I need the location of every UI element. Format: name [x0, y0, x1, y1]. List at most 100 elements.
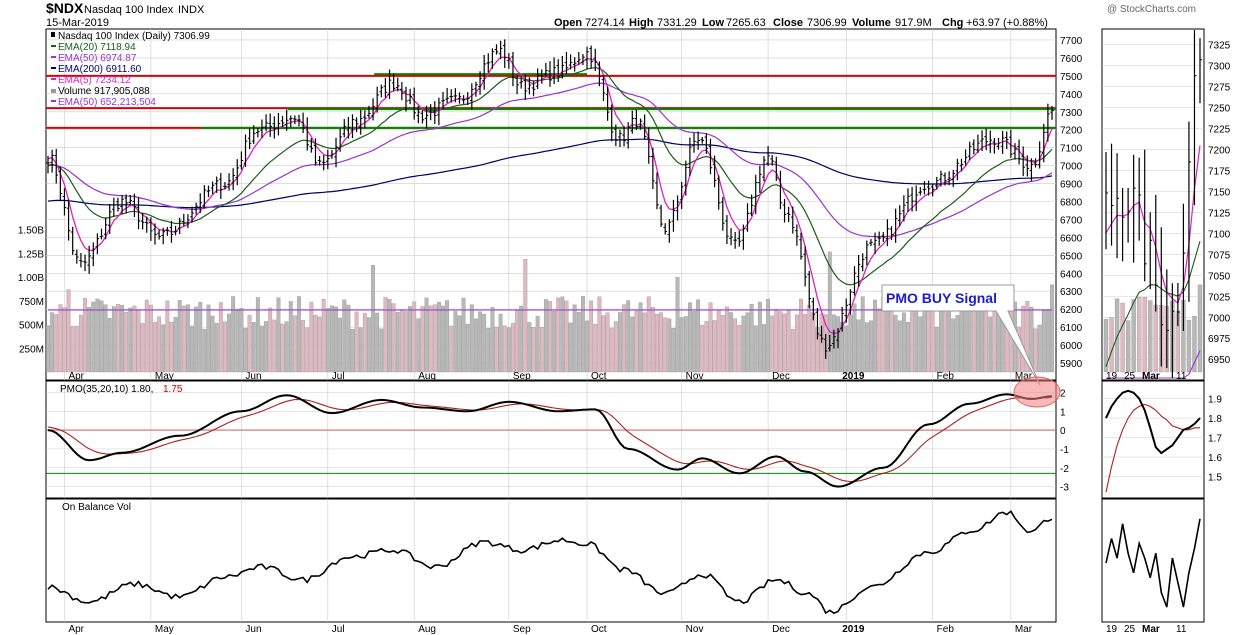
volume-bar: [687, 302, 692, 373]
symbol-exchange: INDX: [178, 4, 205, 16]
price-bar: [251, 125, 256, 145]
volume-bar: [749, 304, 754, 373]
volume-bar: [194, 306, 199, 373]
price-bar: [902, 195, 906, 222]
price-bar: [305, 117, 310, 151]
price-bar: [1050, 105, 1054, 120]
callout-box: [881, 284, 1041, 386]
price-bar: [502, 39, 507, 68]
price-bar: [725, 215, 729, 245]
volume-bar: [786, 310, 791, 373]
inset-price-bar: [1193, 30, 1197, 206]
price-bar: [326, 149, 330, 170]
volume-bar: [811, 312, 816, 373]
price-bar: [181, 213, 186, 227]
price-bar: [441, 91, 445, 110]
volume-bar: [412, 301, 417, 373]
price-bar: [593, 48, 598, 71]
price-bar: [420, 110, 425, 124]
price-bars: [46, 39, 1054, 359]
volume-bar: [449, 325, 454, 373]
price-bar: [692, 132, 696, 153]
inset-tick-label: 7050: [1208, 271, 1231, 282]
volume-bar: [177, 300, 182, 373]
inset-x-tick-label-bottom: 11: [1176, 624, 1187, 635]
inset-tick-label: 7000: [1208, 313, 1231, 324]
volume-bar: [461, 297, 466, 373]
volume-bar: [893, 315, 898, 373]
price-bar: [840, 306, 844, 332]
volume-bar: [708, 302, 713, 373]
volume-bar: [568, 322, 573, 373]
price-bar: [293, 115, 297, 125]
price-bar: [136, 197, 141, 230]
inset-price-bar: [1116, 153, 1120, 259]
price-bar: [346, 116, 351, 139]
volume-bar: [498, 313, 503, 373]
price-bar: [338, 128, 342, 152]
volume-bar: [280, 323, 285, 373]
watermark: @ StockCharts.com: [1107, 4, 1196, 15]
price-bar: [860, 253, 865, 272]
price-bar: [486, 53, 491, 73]
volume-bar: [436, 301, 441, 373]
volume-bar: [218, 302, 223, 373]
volume-bar: [548, 301, 552, 373]
price-bar: [144, 216, 149, 233]
inset-tick-label: 7150: [1208, 187, 1231, 198]
price-bar: [614, 124, 618, 147]
volume-bar: [531, 327, 536, 373]
volume-bar: [729, 312, 733, 373]
volume-bar: [943, 307, 947, 373]
volume-bar: [716, 309, 721, 373]
volume-bar: [342, 299, 347, 373]
volume-bar: [609, 327, 614, 373]
price-bar: [272, 116, 277, 139]
price-bar: [527, 77, 532, 95]
volume-bar: [794, 314, 799, 373]
volume-bar: [622, 304, 626, 373]
volume-bar: [432, 304, 437, 373]
volume-bar: [120, 304, 124, 373]
volume-bar: [358, 327, 363, 373]
price-bar: [955, 158, 960, 181]
price-bar: [83, 254, 87, 272]
volume-bar: [362, 313, 367, 373]
inset-volume-bar: [1114, 298, 1120, 373]
price-bar: [177, 217, 182, 235]
price-bar: [400, 82, 404, 101]
price-bar: [934, 176, 939, 190]
volume-bar: [1041, 310, 1046, 373]
volume-bar: [762, 324, 766, 373]
price-bar: [712, 155, 717, 188]
inset-obv-line: [1105, 518, 1201, 608]
price-bar: [1017, 139, 1021, 165]
volume-bar: [725, 306, 729, 373]
signal-highlight-ellipse: [1013, 376, 1061, 408]
volume-bar: [613, 321, 618, 373]
volume-bar: [301, 320, 306, 373]
legend-swatch-ema20: [51, 45, 56, 47]
volume-bar: [733, 318, 738, 373]
legend-swatch-volume: [51, 89, 56, 93]
obv-panel-frame: [45, 498, 1057, 623]
price-bar: [972, 139, 976, 155]
volume-bar: [227, 313, 231, 373]
volume-bar: [642, 312, 647, 373]
price-bar: [922, 181, 927, 195]
legend-swatch-volume-ema: [51, 100, 56, 102]
price-bar: [214, 176, 219, 193]
price-bar: [523, 74, 528, 100]
price-bar: [877, 231, 881, 246]
inset-volume-bar: [1125, 320, 1131, 373]
volume-bar: [441, 305, 445, 373]
price-panel-frame: [45, 28, 1057, 381]
volume-bar: [852, 303, 857, 373]
inset-pmo-signal-line: [1105, 403, 1200, 493]
x-tick-label-price: Dec: [772, 371, 790, 382]
volume-bar: [527, 322, 532, 373]
price-bar: [395, 77, 400, 92]
legend-item-price: Nasdaq 100 Index (Daily) 7306.99: [58, 31, 210, 42]
price-bar: [782, 198, 787, 223]
volume-bar: [848, 314, 853, 373]
